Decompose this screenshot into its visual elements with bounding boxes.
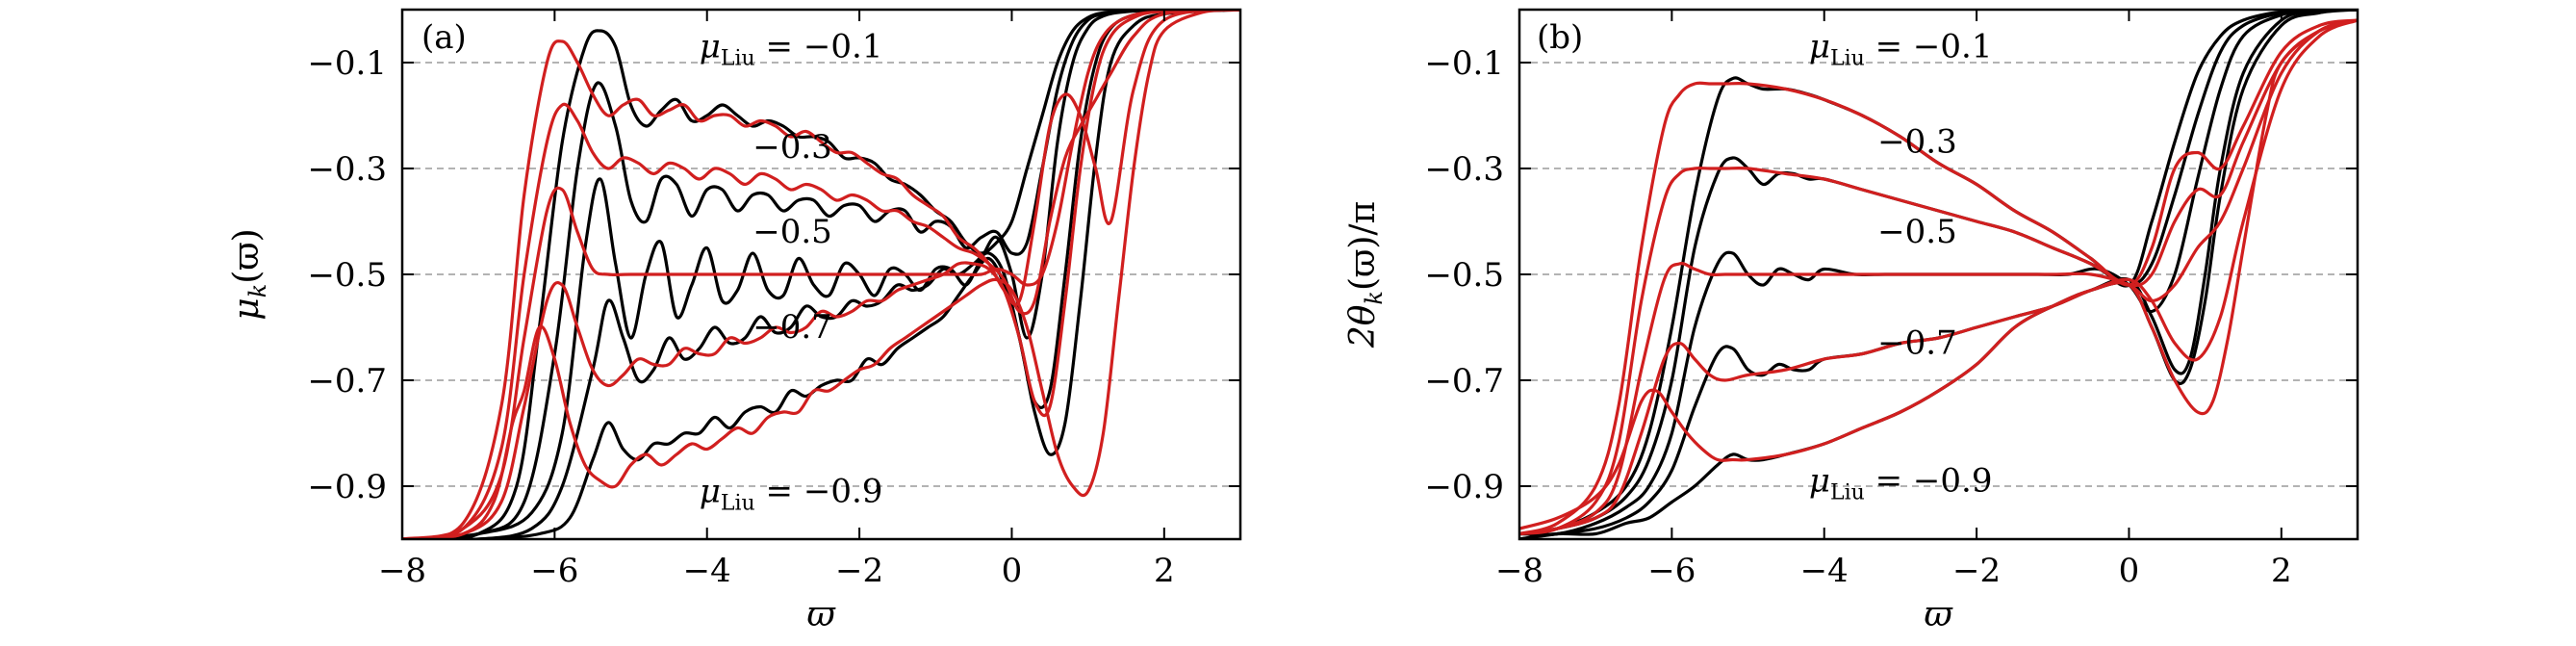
panel-b-xlabel: ϖ	[1924, 595, 1953, 634]
panel-a-xlabel: ϖ	[806, 595, 836, 634]
y-tick-label: −0.3	[307, 150, 387, 189]
y-tick-label: −0.9	[307, 468, 387, 506]
series-annotation: μLiu = −0.1	[1809, 28, 1993, 71]
x-tick-label: −4	[1800, 552, 1849, 590]
x-tick-label: −6	[530, 552, 578, 590]
y-tick-label: −0.5	[307, 256, 387, 295]
series-annotation: −0.5	[1877, 213, 1957, 251]
series-annotation: −0.7	[752, 308, 832, 347]
panel-b: −8 −6 −4 −2 0 2 −0.1 −0.3 −0.5 −0.7 −0.9 (b) μLiu …	[1343, 8, 2359, 634]
series-annotation: −0.5	[752, 213, 832, 251]
y-tick-label: −0.1	[1424, 44, 1504, 83]
red-curve-m05	[402, 10, 1240, 539]
panel-a-ylabel: μk(ϖ)	[227, 228, 271, 320]
red-curve-m05	[1519, 18, 2358, 536]
panel-a-ticks: −8 −6 −4 −2 0 2 −0.1 −0.3 −0.5 −0.7 −0.9	[307, 10, 1240, 590]
panel-a-annotations: μLiu = −0.1 −0.3 −0.5 −0.7 μLiu = −0.9	[700, 28, 883, 516]
red-curve-m03	[402, 10, 1240, 539]
y-tick-label: −0.9	[1424, 468, 1504, 506]
series-annotation: −0.3	[752, 128, 832, 167]
panel-b-annotations: μLiu = −0.1 −0.3 −0.5 −0.7 μLiu = −0.9	[1809, 28, 1993, 505]
red-curve-m07	[1519, 18, 2358, 536]
series-annotation: −0.3	[1877, 123, 1957, 162]
x-tick-label: 2	[2271, 552, 2292, 590]
x-tick-label: 2	[1154, 552, 1175, 590]
series-annotation: −0.7	[1877, 324, 1957, 363]
panel-b-tag: (b)	[1537, 18, 1583, 57]
x-tick-label: −6	[1647, 552, 1696, 590]
x-tick-label: −4	[683, 552, 731, 590]
y-tick-label: −0.1	[307, 44, 387, 83]
panel-b-ylabel-arg: (ϖ)/π	[1343, 201, 1383, 291]
panel-b-curves	[1519, 10, 2358, 539]
panel-a: −8 −6 −4 −2 0 2 −0.1 −0.3 −0.5 −0.7 −0.9 (a) μLiu …	[227, 8, 1242, 634]
panel-a-ylabel-arg: (ϖ)	[227, 228, 267, 283]
panel-a-ylabel-sub: k	[244, 284, 271, 298]
x-tick-label: −8	[1495, 552, 1543, 590]
x-tick-label: −2	[1952, 552, 2001, 590]
y-tick-label: −0.5	[1424, 256, 1504, 295]
panel-a-curves	[402, 10, 1240, 539]
x-tick-label: 0	[1002, 552, 1023, 590]
y-tick-label: −0.3	[1424, 150, 1504, 189]
x-tick-label: −8	[378, 552, 426, 590]
red-curve-m01	[1519, 18, 2358, 536]
x-tick-label: 0	[2119, 552, 2140, 590]
panel-a-ylabel-main: μ	[227, 297, 267, 320]
panel-b-ylabel: 2θk(ϖ)/π	[1343, 201, 1388, 349]
x-tick-label: −2	[835, 552, 883, 590]
red-curve-m07	[402, 10, 1240, 539]
panel-a-tag: (a)	[421, 18, 467, 57]
series-annotation: μLiu = −0.9	[700, 473, 883, 516]
red-curve-m03	[1519, 18, 2358, 536]
panel-b-ticks: −8 −6 −4 −2 0 2 −0.1 −0.3 −0.5 −0.7 −0.9	[1424, 10, 2358, 590]
panel-b-ylabel-main: 2θ	[1343, 304, 1383, 349]
y-tick-label: −0.7	[307, 362, 387, 401]
y-tick-label: −0.7	[1424, 362, 1504, 401]
red-curve-m09	[402, 10, 1240, 539]
panel-b-ylabel-sub: k	[1361, 291, 1388, 305]
series-annotation: μLiu = −0.1	[700, 28, 883, 71]
red-curve-m09	[1519, 18, 2358, 530]
red-curve-m01	[402, 10, 1240, 539]
series-annotation: μLiu = −0.9	[1809, 462, 1993, 505]
